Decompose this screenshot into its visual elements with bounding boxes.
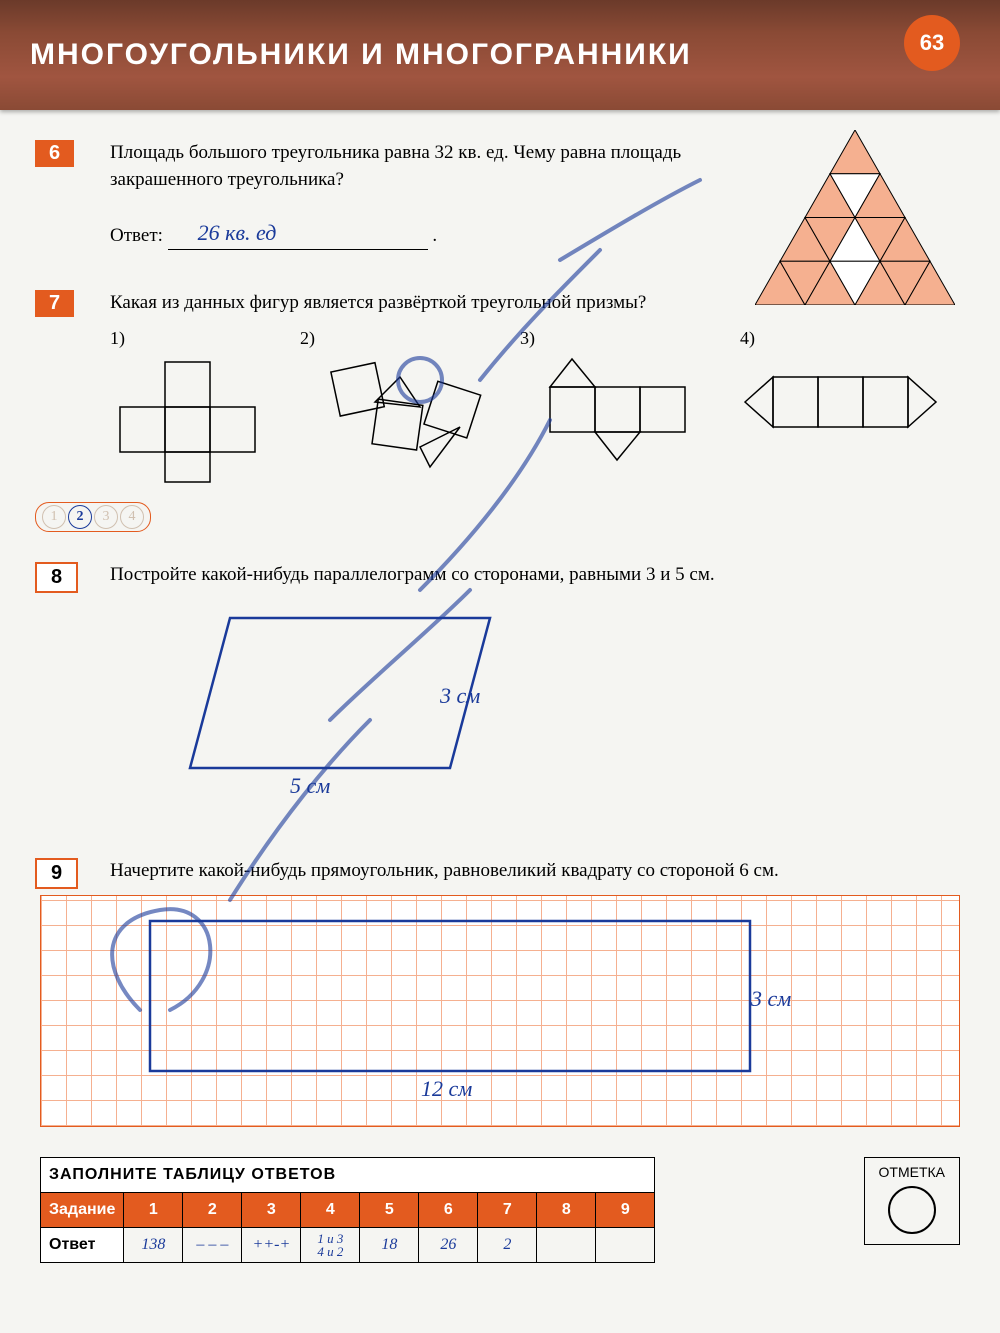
col-5: 5 xyxy=(360,1192,419,1227)
net-3 xyxy=(520,357,720,487)
task-8: 8 Постройте какой-нибудь параллелограмм … xyxy=(40,562,960,829)
net-label-1: 1) xyxy=(110,326,280,351)
ans-5: 18 xyxy=(360,1227,419,1262)
task6-answer-suffix: . xyxy=(432,225,437,246)
task6-text: Площадь большого треугольника равна 32 к… xyxy=(110,142,681,190)
rectangle-sketch xyxy=(41,896,959,1126)
parallelogram-sketch xyxy=(110,588,610,828)
ans-6: 26 xyxy=(419,1227,478,1262)
task7-nets: 1) 2) xyxy=(110,326,960,486)
content: 6 Площадь большого треугольника равна 32… xyxy=(0,110,1000,1283)
task-9: 9 Начертите какой-нибудь прямоугольник, … xyxy=(40,858,960,1127)
task-7: 7 Какая из данных фигур является развёрт… xyxy=(40,290,960,532)
task-number-9: 9 xyxy=(35,858,78,889)
ans-8 xyxy=(537,1227,596,1262)
task9-grid: 12 см 3 см xyxy=(40,895,960,1127)
net-1 xyxy=(110,357,280,487)
page: МНОГОУГОЛЬНИКИ И МНОГОГРАННИКИ 63 xyxy=(0,0,1000,1333)
mark-circle xyxy=(888,1186,936,1234)
net-label-3: 3) xyxy=(520,326,720,351)
mark-box: ОТМЕТКА xyxy=(864,1157,961,1245)
ans-9 xyxy=(596,1227,655,1262)
net-label-4: 4) xyxy=(740,326,960,351)
bubble-4[interactable]: 4 xyxy=(120,505,144,529)
task7-choices[interactable]: 1 2 3 4 xyxy=(35,502,151,532)
row-label-task: Задание xyxy=(41,1192,124,1227)
net-4 xyxy=(740,357,960,447)
mark-label: ОТМЕТКА xyxy=(879,1164,946,1180)
ans-7: 2 xyxy=(478,1227,537,1262)
header-title: МНОГОУГОЛЬНИКИ И МНОГОГРАННИКИ xyxy=(30,38,692,72)
task-number-8: 8 xyxy=(35,562,78,593)
col-7: 7 xyxy=(478,1192,537,1227)
net-2 xyxy=(300,357,500,487)
col-8: 8 xyxy=(537,1192,596,1227)
bubble-3[interactable]: 3 xyxy=(94,505,118,529)
task8-text: Постройте какой-нибудь параллелограмм со… xyxy=(110,564,715,585)
task8-drawing-area: 3 см 5 см xyxy=(110,588,960,828)
page-number: 63 xyxy=(904,15,960,71)
col-9: 9 xyxy=(596,1192,655,1227)
col-2: 2 xyxy=(183,1192,242,1227)
ans-4: 1 и 3 4 и 2 xyxy=(301,1227,360,1262)
task6-answer-handwritten: 26 кв. ед xyxy=(198,218,277,249)
ans-2: – – – xyxy=(183,1227,242,1262)
net-label-2: 2) xyxy=(300,326,500,351)
bubble-2[interactable]: 2 xyxy=(68,505,92,529)
task9-text: Начертите какой-нибудь прямоугольник, ра… xyxy=(110,860,779,881)
row-label-answer: Ответ xyxy=(41,1227,124,1262)
task-number-6: 6 xyxy=(35,140,74,167)
ans-1: 138 xyxy=(124,1227,183,1262)
task-6: 6 Площадь большого треугольника равна 32… xyxy=(40,140,960,250)
task7-text: Какая из данных фигур является развёртко… xyxy=(110,292,646,313)
col-3: 3 xyxy=(242,1192,301,1227)
header-band: МНОГОУГОЛЬНИКИ И МНОГОГРАННИКИ 63 xyxy=(0,0,1000,110)
col-1: 1 xyxy=(124,1192,183,1227)
col-4: 4 xyxy=(301,1192,360,1227)
answer-table-title: ЗАПОЛНИТЕ ТАБЛИЦУ ОТВЕТОВ xyxy=(41,1157,655,1192)
footer-row: ЗАПОЛНИТЕ ТАБЛИЦУ ОТВЕТОВ Задание 1 2 3 … xyxy=(40,1157,960,1263)
ans-3: ++-+ xyxy=(242,1227,301,1262)
bubble-1[interactable]: 1 xyxy=(42,505,66,529)
answer-table: ЗАПОЛНИТЕ ТАБЛИЦУ ОТВЕТОВ Задание 1 2 3 … xyxy=(40,1157,655,1263)
col-6: 6 xyxy=(419,1192,478,1227)
task6-answer-label: Ответ: xyxy=(110,225,163,246)
task-number-7: 7 xyxy=(35,290,74,317)
